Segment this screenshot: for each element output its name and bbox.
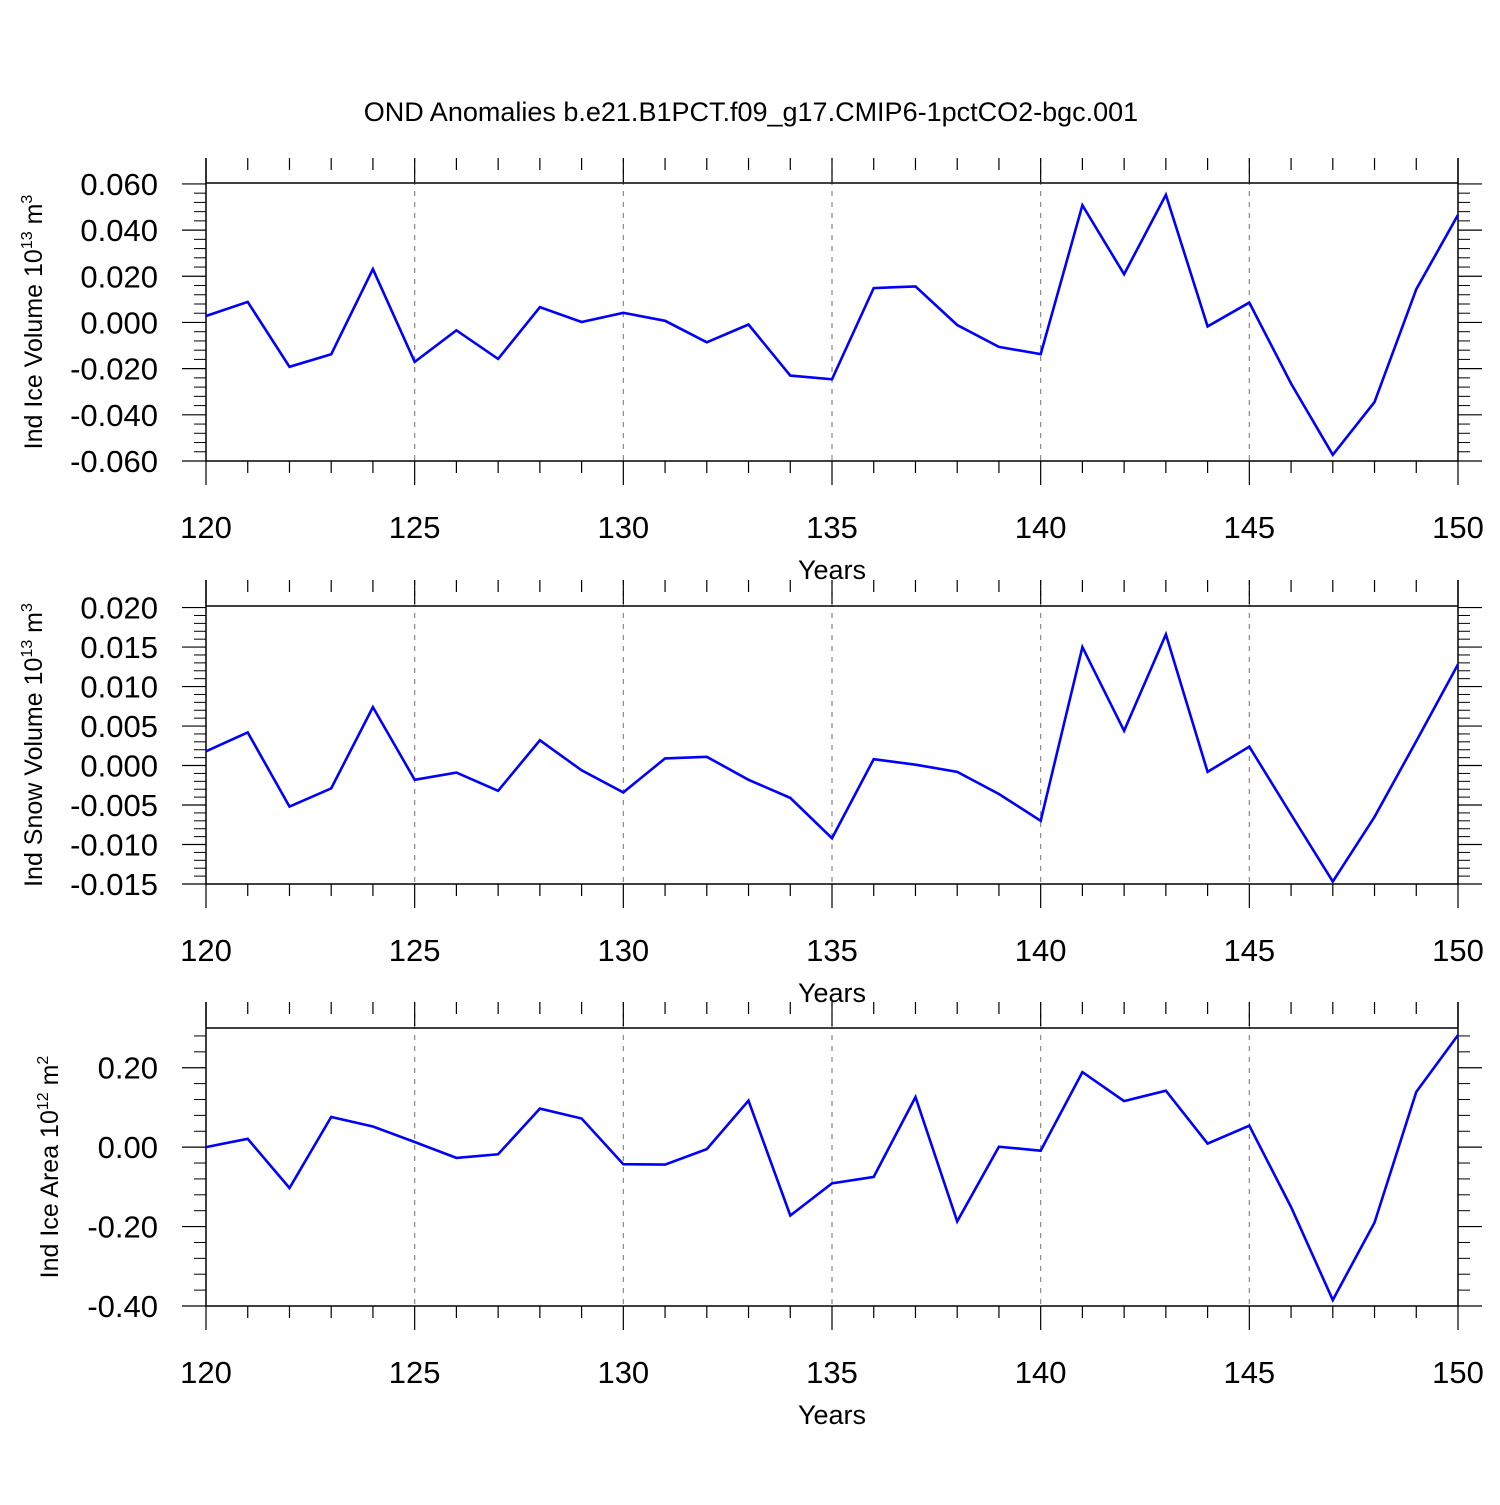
y-axis-label-superscript: 13: [19, 640, 36, 658]
y-axis-label-superscript: 13: [19, 231, 36, 249]
y-axis-label: Ind Snow Volume 1013 m3: [19, 603, 48, 887]
y-tick-label: 0.040: [80, 213, 158, 248]
y-tick-label: -0.005: [70, 788, 158, 823]
y-axis-label-text: Ind Ice Volume 10: [20, 249, 48, 449]
x-tick-label: 120: [180, 510, 232, 545]
y-tick-label: -0.015: [70, 867, 158, 902]
y-axis-label: Ind Ice Area 1012 m2: [35, 1056, 64, 1279]
y-tick-label: 0.010: [80, 670, 158, 705]
y-axis-label: Ind Ice Volume 1013 m3: [19, 195, 48, 450]
y-axis-label-text: Ind Snow Volume 10: [20, 658, 48, 887]
y-tick-label: 0.015: [80, 630, 158, 665]
y-axis-label-text: m: [36, 1065, 64, 1093]
x-tick-label: 120: [180, 933, 232, 968]
y-tick-label: -0.040: [70, 398, 158, 433]
x-tick-label: 145: [1223, 1355, 1275, 1390]
x-tick-label: 125: [389, 510, 441, 545]
x-tick-label: 125: [389, 933, 441, 968]
y-axis-label-superscript: 3: [19, 195, 36, 204]
x-tick-label: 125: [389, 1355, 441, 1390]
y-axis-label-text: m: [20, 612, 48, 640]
y-tick-label: -0.060: [70, 444, 158, 479]
x-tick-label: 130: [597, 1355, 649, 1390]
y-tick-label: -0.020: [70, 352, 158, 387]
x-tick-label: 150: [1432, 933, 1484, 968]
y-axis-label-superscript: 3: [19, 603, 36, 612]
series-line: [205, 191, 1460, 458]
y-tick-label: -0.010: [70, 828, 158, 863]
x-tick-label: 140: [1015, 933, 1067, 968]
x-axis-label: Years: [798, 1400, 866, 1430]
y-tick-label: 0.20: [98, 1051, 158, 1086]
x-tick-label: 135: [806, 933, 858, 968]
y-tick-label: -0.40: [87, 1289, 158, 1324]
x-tick-label: 140: [1015, 510, 1067, 545]
y-axis-label-text: m: [20, 204, 48, 232]
x-tick-label: 135: [806, 510, 858, 545]
x-tick-label: 150: [1432, 510, 1484, 545]
y-tick-label: 0.000: [80, 305, 158, 340]
y-tick-label: 0.00: [98, 1130, 158, 1165]
panel-2: 120 125 130 135 140 145 150Years-0.015-0.010-0…: [19, 580, 1484, 1008]
x-tick-label: 130: [597, 510, 649, 545]
y-axis-label-superscript: 12: [35, 1092, 52, 1110]
x-tick-label: 120: [180, 1355, 232, 1390]
y-tick-label: 0.020: [80, 591, 158, 626]
x-tick-label: 145: [1223, 933, 1275, 968]
y-tick-label: 0.060: [80, 167, 158, 202]
x-tick-label: 145: [1223, 510, 1275, 545]
y-axis-label-superscript: 2: [35, 1056, 52, 1065]
x-tick-label: 135: [806, 1355, 858, 1390]
figure-title: OND Anomalies b.e21.B1PCT.f09_g17.CMIP6-…: [364, 97, 1138, 127]
x-tick-label: 140: [1015, 1355, 1067, 1390]
x-tick-label: 130: [597, 933, 649, 968]
y-tick-label: -0.20: [87, 1210, 158, 1245]
x-tick-label: 150: [1432, 1355, 1484, 1390]
y-tick-label: 0.000: [80, 749, 158, 784]
y-tick-label: 0.005: [80, 709, 158, 744]
y-tick-label: 0.020: [80, 259, 158, 294]
y-axis-label-text: Ind Ice Area 10: [36, 1110, 64, 1278]
panel-3: 120 125 130 135 140 145 150 Years -0.40 -0.20 0.00…: [35, 1002, 1484, 1430]
series-line: [205, 1034, 1460, 1303]
series-line: [205, 630, 1460, 885]
panel-1: 120 125 130 135 140 145 150Years-0.060-0.040-0…: [19, 158, 1484, 585]
